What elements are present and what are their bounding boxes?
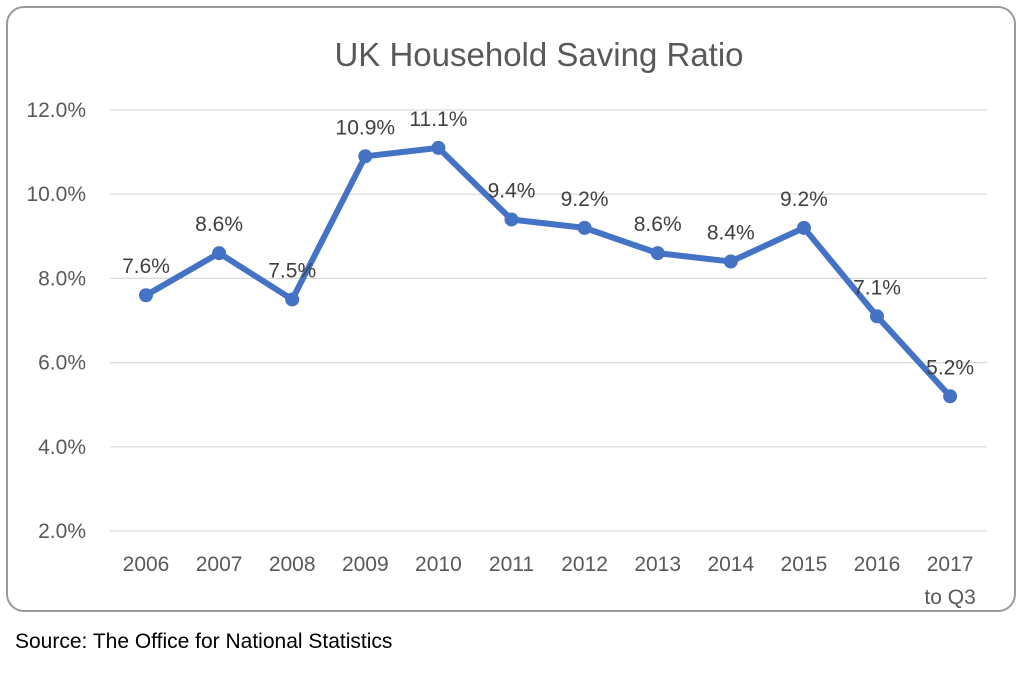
x-tick-label: 2013: [634, 553, 681, 576]
data-label: 8.6%: [195, 213, 243, 236]
data-label: 9.4%: [488, 179, 536, 202]
data-label: 7.1%: [853, 276, 901, 299]
data-point: [943, 389, 958, 404]
x-tick-label: 2017: [927, 553, 974, 576]
data-label: 7.6%: [122, 255, 170, 278]
x-tick-label: 2015: [781, 553, 828, 576]
y-tick-label: 6.0%: [38, 352, 86, 375]
x-tick-label: to Q3: [924, 586, 975, 609]
x-tick-label: 2007: [196, 553, 243, 576]
data-point: [504, 212, 519, 227]
line-chart: UK Household Saving Ratio 2.0% 4.0% 6.0% 8.…: [26, 36, 987, 609]
x-axis-ticks: 2006 2007 2008 2009 2010 2011 2012 2013 2014 2015…: [123, 553, 976, 609]
x-tick-label: 2011: [489, 553, 534, 576]
x-tick-label: 2006: [123, 553, 170, 576]
data-point: [212, 246, 227, 261]
data-point: [723, 254, 738, 269]
data-point: [285, 292, 300, 307]
y-tick-label: 10.0%: [26, 183, 86, 206]
y-tick-label: 12.0%: [26, 99, 86, 122]
data-point: [796, 220, 811, 235]
data-label: 11.1%: [409, 108, 467, 131]
x-tick-label: 2009: [342, 553, 389, 576]
y-tick-label: 4.0%: [38, 436, 86, 459]
y-axis-ticks: 2.0% 4.0% 6.0% 8.0% 10.0% 12.0%: [26, 99, 86, 543]
y-tick-label: 2.0%: [38, 520, 86, 543]
data-label: 9.2%: [780, 188, 828, 211]
data-point: [431, 140, 446, 155]
gridlines: [110, 109, 987, 532]
data-point: [358, 149, 373, 164]
data-label: 8.6%: [634, 213, 682, 236]
x-tick-label: 2014: [707, 553, 754, 576]
data-label: 8.4%: [707, 222, 755, 245]
x-tick-label: 2012: [561, 553, 608, 576]
data-point: [650, 246, 665, 261]
data-label: 10.9%: [336, 116, 396, 139]
data-label: 9.2%: [561, 188, 609, 211]
data-labels: 7.6% 8.6% 7.5% 10.9% 11.1% 9.4% 9.2% 8.6% 8.4% 9.…: [122, 108, 974, 379]
series: [139, 140, 958, 404]
chart-frame: [6, 6, 1016, 612]
x-tick-label: 2008: [269, 553, 316, 576]
chart-title: UK Household Saving Ratio: [334, 36, 743, 73]
data-point: [870, 309, 884, 324]
x-tick-label: 2010: [415, 553, 462, 576]
data-label: 5.2%: [926, 356, 974, 379]
x-tick-label: 2016: [854, 553, 901, 576]
data-point: [577, 220, 592, 235]
series-line: [143, 144, 954, 400]
y-tick-label: 8.0%: [38, 267, 86, 290]
data-label: 7.5%: [268, 259, 316, 282]
data-point: [139, 288, 153, 303]
source-note: Source: The Office for National Statisti…: [15, 630, 393, 653]
